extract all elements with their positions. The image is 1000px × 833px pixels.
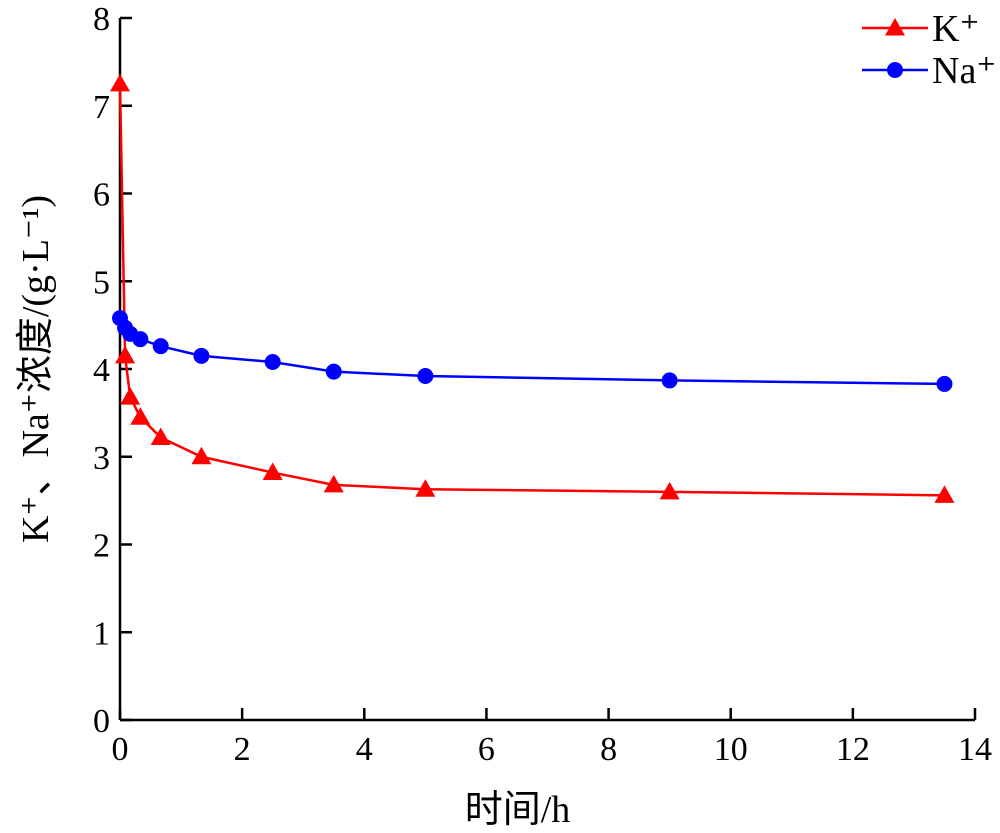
series-na-line bbox=[118, 317, 945, 386]
series-na-point bbox=[152, 338, 169, 355]
legend-label: Na⁺ bbox=[932, 50, 996, 92]
series-k-point bbox=[130, 407, 151, 425]
series-k-point bbox=[934, 485, 955, 503]
series-k-point bbox=[659, 481, 680, 500]
y-tick-label: 7 bbox=[93, 89, 110, 126]
y-tick-label: 3 bbox=[93, 440, 110, 477]
y-tick-label: 1 bbox=[93, 615, 110, 652]
legend-swatch-marker bbox=[885, 18, 905, 36]
legend-label: K⁺ bbox=[932, 8, 980, 50]
series-k-point bbox=[415, 479, 436, 497]
series-na-point bbox=[325, 363, 342, 380]
series-k-point bbox=[323, 474, 344, 493]
series-layer bbox=[110, 73, 955, 503]
legend-item-k: K⁺ bbox=[862, 8, 980, 50]
x-tick-label: 2 bbox=[234, 731, 251, 768]
y-tick-label: 0 bbox=[93, 703, 110, 740]
series-k-point bbox=[115, 345, 136, 364]
series-na-point bbox=[417, 368, 434, 385]
series-k-line bbox=[118, 83, 945, 497]
series-na-point bbox=[936, 375, 953, 392]
series-k-point bbox=[150, 427, 171, 445]
y-axis-ticks: 0 1 2 3 4 5 6 7 8 bbox=[93, 1, 132, 740]
series-k-point bbox=[262, 462, 283, 481]
series-na-point bbox=[132, 331, 149, 348]
x-tick-label: 0 bbox=[112, 731, 129, 768]
x-tick-label: 10 bbox=[714, 731, 748, 768]
x-tick-label: 4 bbox=[356, 731, 373, 768]
series-na-point bbox=[193, 347, 210, 364]
y-tick-label: 2 bbox=[93, 528, 110, 565]
x-axis-title: 时间/h bbox=[465, 789, 571, 831]
x-tick-label: 12 bbox=[836, 731, 870, 768]
legend: K⁺Na⁺ bbox=[862, 8, 996, 92]
series-na-point bbox=[661, 372, 678, 389]
y-tick-label: 5 bbox=[93, 264, 110, 301]
x-tick-label: 6 bbox=[478, 731, 495, 768]
x-tick-label: 14 bbox=[958, 731, 992, 768]
series-na bbox=[112, 310, 953, 392]
legend-item-na: Na⁺ bbox=[862, 50, 996, 92]
axes bbox=[118, 18, 975, 722]
series-k bbox=[110, 73, 955, 503]
legend-swatch-marker bbox=[887, 62, 903, 78]
series-na-point bbox=[264, 353, 281, 370]
x-axis-ticks: 0 2 4 6 8 10 12 14 bbox=[112, 708, 992, 768]
y-tick-label: 8 bbox=[93, 1, 110, 38]
y-tick-label: 6 bbox=[93, 177, 110, 214]
y-axis-title: K⁺、Na⁺浓度/(g·L⁻¹) bbox=[15, 195, 57, 543]
y-tick-label: 4 bbox=[93, 352, 110, 389]
x-tick-label: 8 bbox=[600, 731, 617, 768]
series-k-point bbox=[191, 446, 212, 465]
series-k-point bbox=[110, 73, 130, 92]
series-k-point bbox=[120, 387, 141, 405]
